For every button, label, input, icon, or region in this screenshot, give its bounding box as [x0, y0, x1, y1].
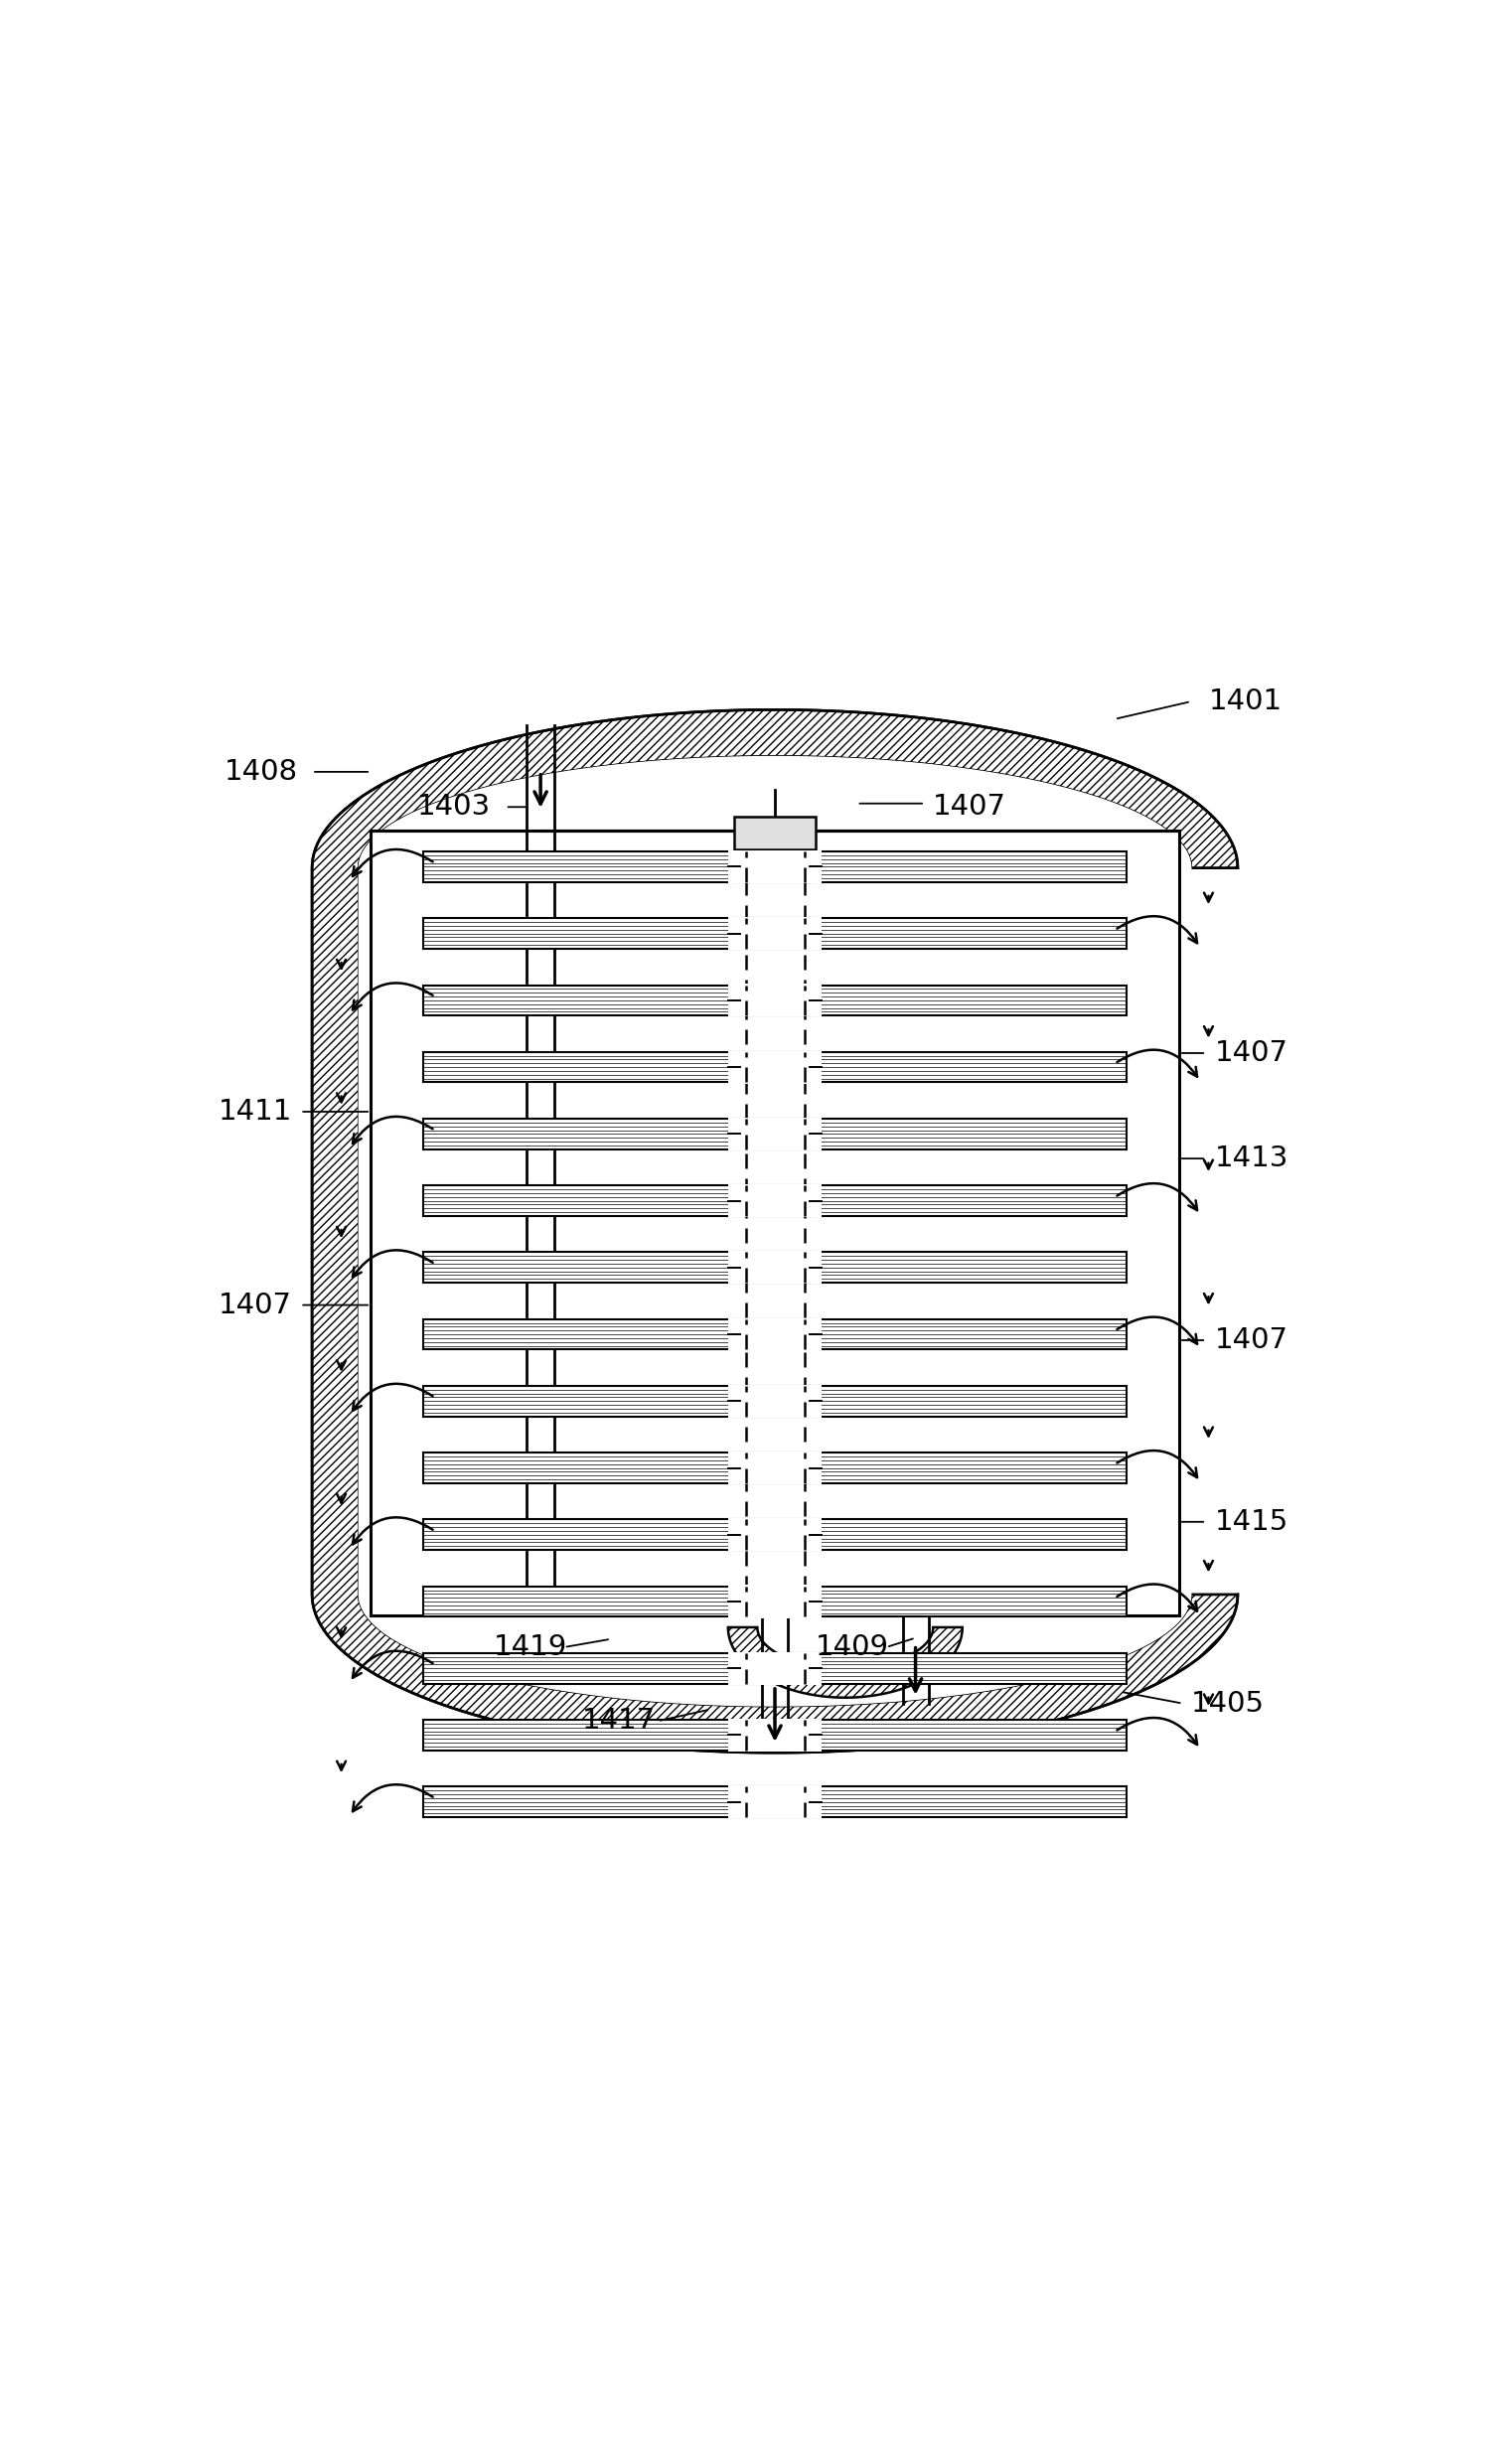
Polygon shape: [311, 709, 1238, 1753]
Polygon shape: [729, 1628, 963, 1697]
Bar: [729, 1719, 823, 1751]
Bar: [423, 1853, 1126, 1885]
Bar: [423, 851, 1126, 883]
Bar: [729, 1452, 823, 1484]
Polygon shape: [311, 709, 1238, 1753]
Bar: [729, 1584, 823, 1619]
Text: 1408: 1408: [224, 758, 298, 785]
Bar: [729, 1785, 823, 1819]
Bar: [729, 917, 823, 951]
FancyBboxPatch shape: [370, 831, 1179, 1616]
Bar: [423, 1120, 1126, 1149]
Text: 1407: 1407: [218, 1291, 292, 1318]
Bar: [423, 1452, 1126, 1484]
Bar: [423, 1252, 1126, 1284]
Bar: [423, 919, 1126, 949]
Text: 1413: 1413: [1214, 1144, 1288, 1174]
Bar: [729, 1384, 823, 1418]
Text: 1411: 1411: [218, 1098, 292, 1125]
Bar: [729, 1252, 823, 1284]
Bar: [729, 1518, 823, 1550]
Bar: [729, 1183, 823, 1218]
Text: 1419: 1419: [493, 1633, 567, 1660]
Text: 1405: 1405: [1191, 1689, 1264, 1716]
Bar: [423, 1587, 1126, 1616]
Bar: [423, 1186, 1126, 1215]
Bar: [423, 1787, 1126, 1817]
Bar: [423, 1320, 1126, 1350]
Text: 1415: 1415: [1214, 1509, 1288, 1535]
Bar: [729, 1653, 823, 1685]
Bar: [423, 985, 1126, 1015]
Text: 1409: 1409: [816, 1633, 889, 1660]
Text: 1407: 1407: [1214, 1039, 1288, 1066]
Polygon shape: [358, 756, 1191, 1707]
Text: 1407: 1407: [1214, 1325, 1288, 1355]
Text: 1401: 1401: [1208, 687, 1282, 716]
Bar: [729, 1051, 823, 1083]
Bar: [729, 851, 823, 883]
Bar: [729, 1853, 823, 1885]
Text: 1417: 1417: [582, 1707, 655, 1736]
Bar: [729, 983, 823, 1017]
Bar: [729, 1318, 823, 1350]
Bar: [423, 1386, 1126, 1416]
Text: 1403: 1403: [417, 792, 491, 822]
Bar: [423, 1653, 1126, 1685]
Bar: [729, 1117, 823, 1149]
Bar: [423, 1518, 1126, 1550]
Bar: [733, 817, 816, 848]
Text: 1407: 1407: [933, 792, 1007, 822]
Bar: [423, 1051, 1126, 1083]
Bar: [423, 1719, 1126, 1751]
